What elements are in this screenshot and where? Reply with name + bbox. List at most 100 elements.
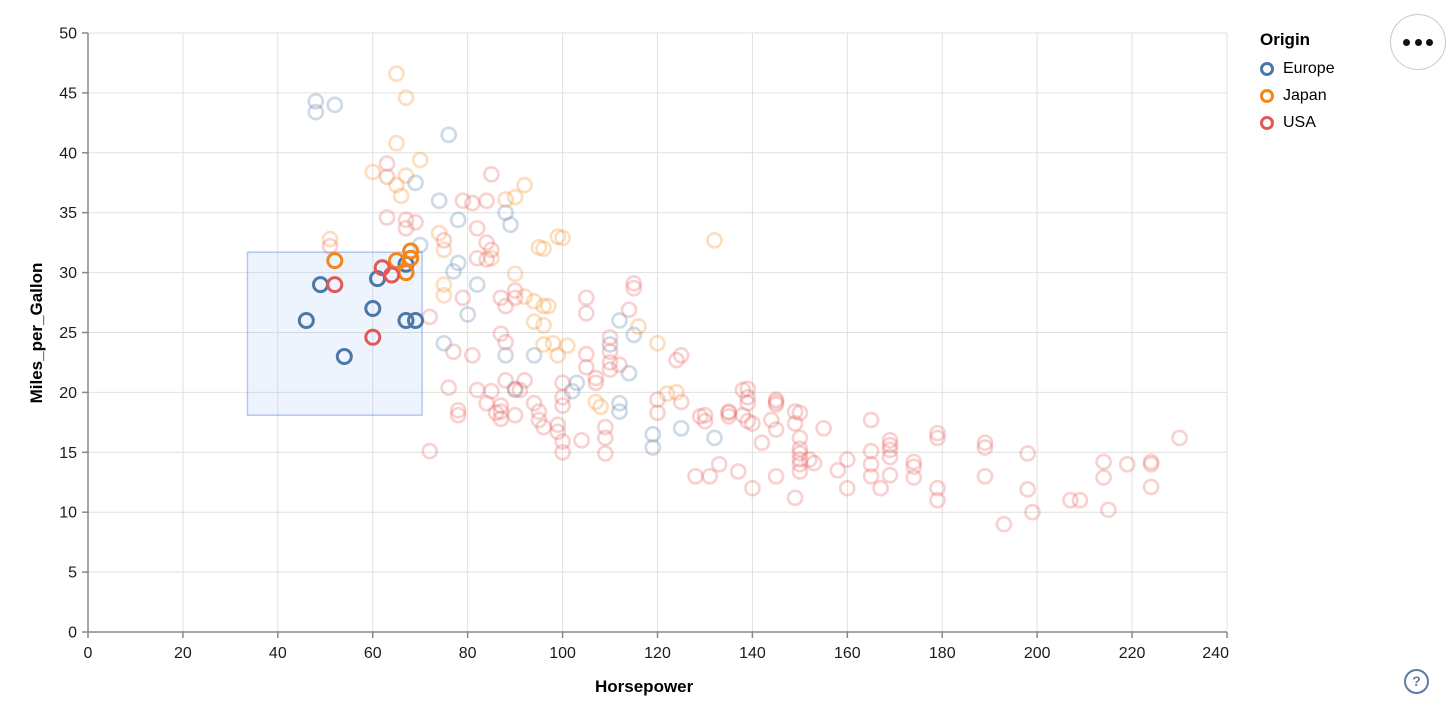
data-point bbox=[838, 451, 856, 468]
data-point bbox=[767, 391, 785, 408]
data-point bbox=[838, 479, 856, 497]
data-point bbox=[587, 369, 605, 387]
y-tick-label: 35 bbox=[59, 205, 77, 222]
y-tick-label: 0 bbox=[68, 625, 77, 642]
x-tick-label: 180 bbox=[929, 645, 956, 662]
data-point bbox=[388, 65, 405, 83]
data-point bbox=[649, 404, 666, 422]
data-point bbox=[881, 431, 899, 449]
x-tick-label: 220 bbox=[1119, 645, 1146, 662]
data-point bbox=[535, 336, 552, 353]
data-point bbox=[525, 346, 543, 364]
data-point bbox=[445, 263, 462, 280]
data-point bbox=[734, 406, 752, 424]
x-tick-label: 160 bbox=[834, 645, 861, 662]
data-point bbox=[1019, 481, 1037, 498]
data-point bbox=[449, 254, 467, 272]
data-point bbox=[445, 343, 462, 361]
data-points-unselected bbox=[307, 65, 1188, 533]
data-point bbox=[753, 434, 771, 452]
data-point bbox=[767, 393, 785, 411]
data-point bbox=[620, 364, 638, 382]
data-point bbox=[483, 166, 500, 183]
data-point bbox=[976, 439, 994, 456]
data-point bbox=[383, 266, 401, 284]
data-point bbox=[378, 209, 396, 226]
data-point bbox=[601, 361, 619, 378]
data-point bbox=[625, 279, 643, 297]
data-point bbox=[440, 126, 458, 144]
data-point bbox=[525, 313, 543, 331]
x-tick-label: 200 bbox=[1024, 645, 1051, 662]
data-point bbox=[321, 230, 339, 248]
axes: 0 20 40 60 80 100 120 140 160 180 200 220 240 0 5 10 15 2… bbox=[59, 26, 1229, 663]
data-point bbox=[554, 229, 571, 247]
data-point bbox=[492, 403, 510, 420]
data-point bbox=[929, 491, 946, 509]
actions-menu-button[interactable] bbox=[1390, 14, 1446, 70]
data-point bbox=[511, 381, 529, 399]
data-point bbox=[388, 134, 405, 152]
data-point bbox=[397, 211, 415, 229]
legend: Origin Europe Japan USA bbox=[1260, 30, 1335, 141]
data-point bbox=[478, 234, 495, 251]
data-point bbox=[525, 293, 543, 310]
legend-item-japan[interactable]: Japan bbox=[1260, 87, 1335, 105]
data-point bbox=[592, 398, 609, 416]
data-point bbox=[539, 297, 557, 315]
legend-item-usa[interactable]: USA bbox=[1260, 114, 1335, 132]
data-point bbox=[378, 155, 396, 172]
data-point bbox=[397, 167, 415, 184]
data-point bbox=[862, 455, 880, 473]
x-tick-label: 120 bbox=[644, 645, 671, 662]
data-point bbox=[407, 312, 424, 329]
data-point bbox=[483, 249, 500, 267]
data-point bbox=[601, 336, 619, 353]
data-point bbox=[577, 358, 595, 376]
data-point bbox=[649, 334, 666, 352]
data-point bbox=[1100, 501, 1117, 519]
data-point bbox=[734, 381, 752, 399]
data-point bbox=[1171, 429, 1188, 447]
data-point bbox=[881, 441, 899, 459]
data-point bbox=[611, 312, 628, 329]
data-point bbox=[729, 463, 747, 480]
data-point bbox=[478, 192, 495, 210]
data-point bbox=[535, 418, 552, 436]
y-tick-label: 10 bbox=[59, 505, 77, 522]
data-point bbox=[440, 379, 458, 396]
data-point bbox=[691, 408, 709, 425]
data-point bbox=[791, 404, 809, 422]
x-tick-label: 80 bbox=[459, 645, 477, 662]
data-point bbox=[767, 396, 785, 413]
data-point bbox=[483, 382, 500, 400]
data-point bbox=[587, 393, 605, 411]
data-point bbox=[881, 436, 899, 454]
help-button[interactable]: ? bbox=[1404, 669, 1429, 694]
data-point bbox=[464, 194, 481, 212]
data-point bbox=[388, 176, 405, 194]
data-point bbox=[763, 411, 780, 429]
data-point bbox=[449, 406, 467, 424]
data-point bbox=[1118, 455, 1136, 473]
data-point bbox=[506, 282, 524, 299]
legend-label-europe: Europe bbox=[1283, 60, 1335, 77]
x-tick-label: 20 bbox=[174, 645, 192, 662]
data-point bbox=[307, 103, 325, 121]
data-point bbox=[791, 445, 809, 462]
x-tick-label: 0 bbox=[84, 645, 93, 662]
data-point bbox=[668, 351, 685, 369]
legend-item-europe[interactable]: Europe bbox=[1260, 60, 1335, 78]
data-point bbox=[672, 393, 690, 411]
data-point bbox=[905, 453, 923, 471]
data-point bbox=[563, 382, 581, 400]
data-point bbox=[307, 92, 325, 110]
data-point bbox=[549, 228, 567, 246]
y-tick-label: 25 bbox=[59, 325, 77, 342]
data-point bbox=[516, 176, 533, 194]
data-point bbox=[464, 346, 481, 364]
brush-selection[interactable] bbox=[246, 251, 423, 416]
data-point bbox=[1024, 503, 1041, 521]
data-point bbox=[905, 458, 923, 476]
